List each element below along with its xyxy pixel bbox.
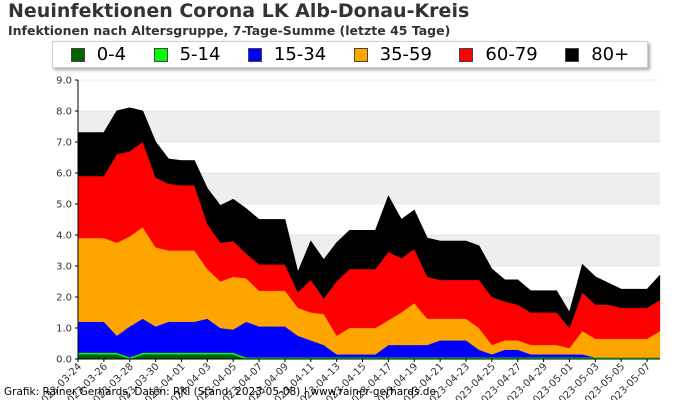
legend-item-0-4[interactable]: 0-4: [70, 44, 127, 65]
legend-swatch-15-34: [247, 47, 262, 62]
legend-item-35-59[interactable]: 35-59: [353, 44, 432, 65]
chart-subtitle: Infektionen nach Altersgruppe, 7-Tage-Su…: [8, 23, 451, 38]
grid-band: [78, 111, 660, 142]
legend-item-15-34[interactable]: 15-34: [247, 44, 327, 65]
y-tick-label: 1.0: [56, 324, 72, 335]
y-tick-label: 0.0: [56, 355, 72, 366]
legend-swatch-80-plus: [565, 47, 580, 62]
legend-item-5-14[interactable]: 5-14: [153, 44, 221, 65]
legend-label-60-79: 60-79: [485, 44, 538, 65]
legend-label-35-59: 35-59: [379, 44, 432, 65]
legend-swatch-5-14: [153, 47, 168, 62]
legend-swatch-60-79: [459, 47, 474, 62]
legend-label-5-14: 5-14: [179, 44, 221, 65]
legend-label-0-4: 0-4: [96, 44, 127, 65]
legend: 0-4 5-14 15-34 35-59 60-79 80+: [52, 41, 648, 68]
legend-item-60-79[interactable]: 60-79: [459, 44, 538, 65]
legend-item-80-plus[interactable]: 80+: [565, 44, 629, 65]
legend-swatch-35-59: [353, 47, 368, 62]
y-tick-label: 5.0: [56, 200, 72, 211]
y-tick-label: 9.0: [56, 76, 72, 87]
y-tick-label: 2.0: [56, 293, 72, 304]
y-tick-label: 6.0: [56, 169, 72, 180]
chart-title: Neuinfektionen Corona LK Alb-Donau-Kreis: [8, 0, 470, 22]
footer-credit: Grafik: Rainer Gerhards, Daten: RKI (Sta…: [4, 386, 436, 398]
y-tick-label: 8.0: [56, 107, 72, 118]
y-tick-label: 4.0: [56, 231, 72, 242]
y-tick-label: 3.0: [56, 262, 72, 273]
legend-swatch-0-4: [70, 47, 85, 62]
y-tick-label: 7.0: [56, 138, 72, 149]
total-outline: [78, 107, 661, 314]
legend-label-80-plus: 80+: [591, 44, 630, 65]
legend-label-15-34: 15-34: [273, 44, 327, 65]
